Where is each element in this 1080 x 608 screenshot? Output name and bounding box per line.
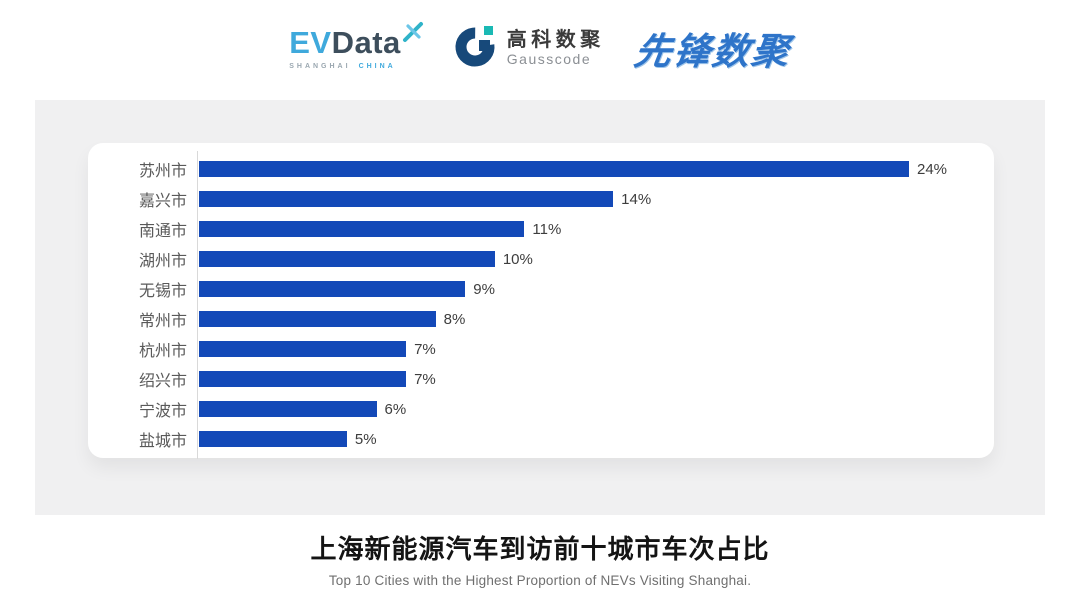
bar-row: 嘉兴市 14% <box>88 184 994 214</box>
bar-area: 11% <box>197 221 994 238</box>
bar <box>199 371 407 387</box>
category-label: 盐城市 <box>138 433 187 450</box>
bar-area: 7% <box>197 371 994 388</box>
bar-area: 14% <box>197 191 994 208</box>
category-label: 绍兴市 <box>138 373 187 390</box>
bar <box>199 251 495 267</box>
evdata-tagline: SHANGHAI CHINA <box>289 63 396 70</box>
gausscode-en-text: Gausscode <box>506 50 592 67</box>
bar <box>199 401 377 417</box>
bar-row: 湖州市 10% <box>88 244 994 274</box>
logo-header: EV Data SHANGHAI CHINA 高科数聚 Gausscode <box>0 0 1080 96</box>
caption: 上海新能源汽车到访前十城市车次占比 Top 10 Cities with the… <box>0 529 1080 588</box>
evdata-ev-text: EV <box>289 24 332 60</box>
value-label: 5% <box>354 430 377 448</box>
category-label: 常州市 <box>138 313 187 330</box>
bar-area: 10% <box>197 251 994 268</box>
value-label: 9% <box>473 280 495 298</box>
value-label: 11% <box>532 220 562 238</box>
bar-row: 杭州市 7% <box>88 334 994 364</box>
gausscode-wordmark: 高科数聚 Gausscode <box>507 29 605 67</box>
gausscode-g-icon <box>454 24 498 73</box>
value-label: 7% <box>414 340 436 358</box>
category-label: 无锡市 <box>138 283 187 300</box>
y-axis-line <box>197 151 198 459</box>
gausscode-logo: 高科数聚 Gausscode <box>454 24 605 73</box>
category-label: 苏州市 <box>138 163 187 180</box>
evdata-logo: EV Data SHANGHAI CHINA <box>289 21 424 70</box>
evdata-wordmark: EV Data <box>289 21 424 60</box>
value-label: 7% <box>414 370 436 388</box>
evdata-x-icon <box>402 21 424 47</box>
value-label: 24% <box>917 160 948 178</box>
bar-area: 6% <box>197 401 994 418</box>
bar-row: 宁波市 6% <box>88 394 994 424</box>
gausscode-cn-text: 高科数聚 <box>506 28 605 51</box>
bar-row: 无锡市 9% <box>88 274 994 304</box>
category-label: 宁波市 <box>138 403 187 420</box>
bar <box>199 311 436 327</box>
category-label: 南通市 <box>138 223 187 240</box>
evdata-china-text: CHINA <box>358 62 396 70</box>
bar-area: 5% <box>197 431 994 448</box>
bar <box>199 191 614 207</box>
bar <box>199 281 466 297</box>
category-label: 嘉兴市 <box>138 193 187 210</box>
bar <box>199 221 525 237</box>
bar-row: 南通市 11% <box>88 214 994 244</box>
category-label: 杭州市 <box>138 343 187 360</box>
chart-subtitle: Top 10 Cities with the Highest Proportio… <box>328 573 752 588</box>
value-label: 8% <box>443 310 466 328</box>
value-label: 14% <box>621 190 652 208</box>
bar-row: 盐城市 5% <box>88 424 994 454</box>
chart-card: 苏州市 24% 嘉兴市 14% 南通市 11% 湖州市 10% 无锡市 9% 常州市 8% 杭州市 7% 绍… <box>88 143 994 459</box>
bar-area: 7% <box>197 341 994 358</box>
evdata-data-text: Data <box>331 24 401 60</box>
bar-area: 8% <box>197 311 994 328</box>
category-label: 湖州市 <box>138 253 187 270</box>
chart-panel: 苏州市 24% 嘉兴市 14% 南通市 11% 湖州市 10% 无锡市 9% 常州市 8% 杭州市 7% 绍… <box>35 100 1045 515</box>
bar-row: 苏州市 24% <box>88 154 994 184</box>
bar-chart: 苏州市 24% 嘉兴市 14% 南通市 11% 湖州市 10% 无锡市 9% 常州市 8% 杭州市 7% 绍… <box>88 151 994 459</box>
xianfeng-logo: 先锋数聚 <box>631 31 794 72</box>
bar-area: 9% <box>197 281 994 298</box>
bar <box>199 161 909 177</box>
bar <box>199 431 347 447</box>
value-label: 6% <box>384 400 407 418</box>
bar-area: 24% <box>197 161 994 178</box>
evdata-shanghai-text: SHANGHAI <box>289 62 351 70</box>
value-label: 10% <box>502 250 533 268</box>
bar-row: 常州市 8% <box>88 304 994 334</box>
bar-row: 绍兴市 7% <box>88 364 994 394</box>
bar <box>199 341 407 357</box>
chart-title: 上海新能源汽车到访前十城市车次占比 <box>310 534 770 564</box>
